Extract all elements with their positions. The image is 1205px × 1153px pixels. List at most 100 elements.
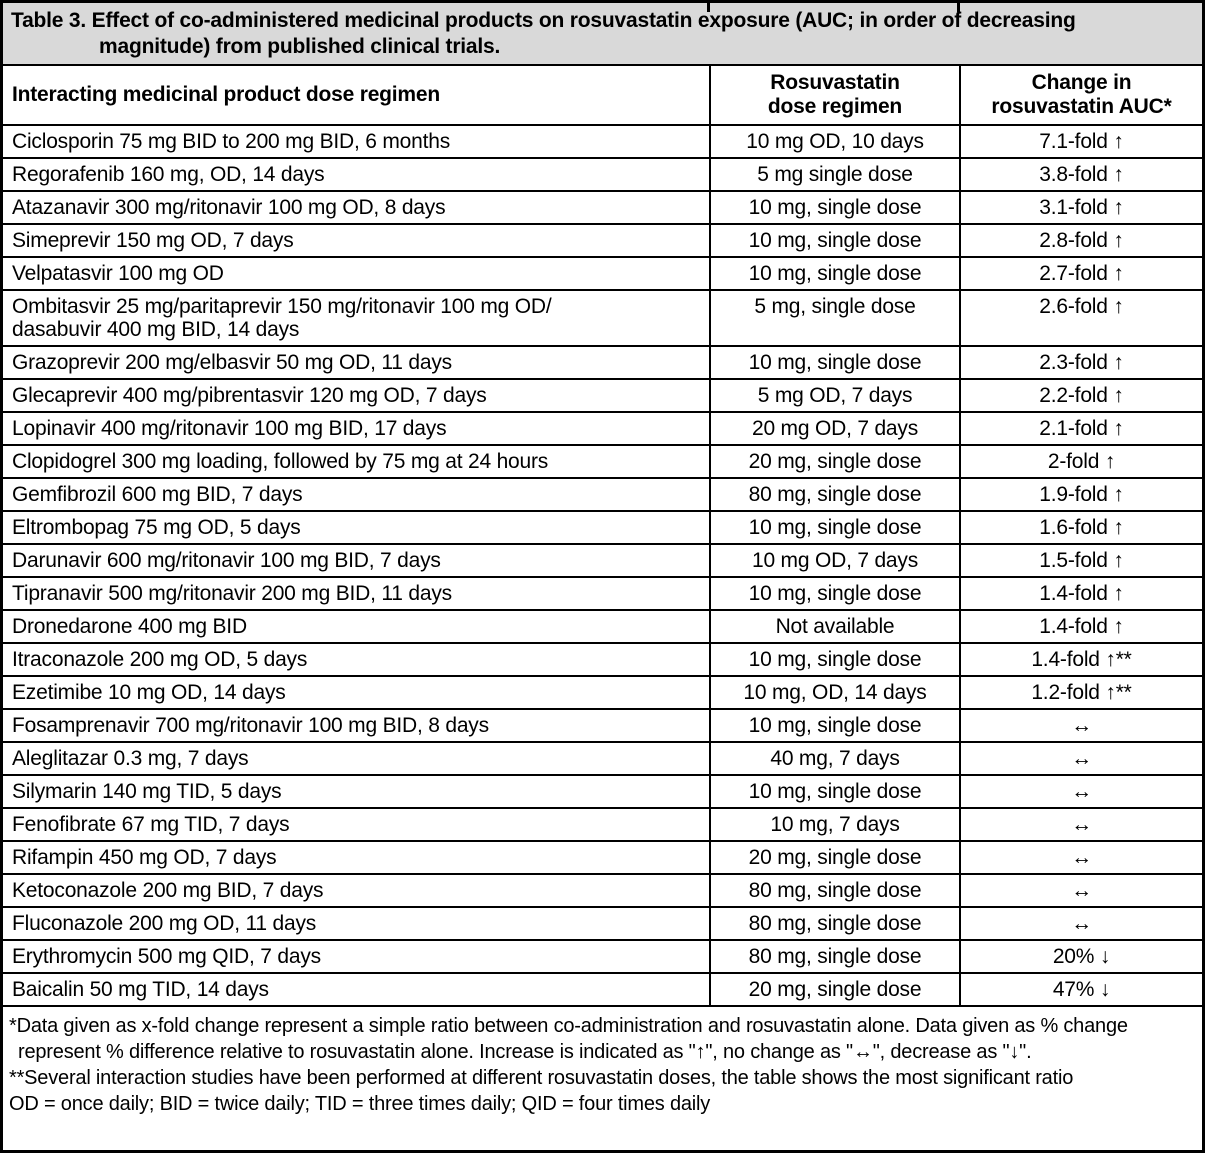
table-row: Erythromycin 500 mg QID, 7 days 80 mg, s… [3,939,1202,974]
cell-drug: Fenofibrate 67 mg TID, 7 days [3,807,711,842]
column-border-remnant-left [707,3,710,12]
cell-drug: Ezetimibe 10 mg OD, 14 days [3,675,711,710]
cell-drug: Baicalin 50 mg TID, 14 days [3,972,711,1006]
cell-drug: Ketoconazole 200 mg BID, 7 days [3,873,711,908]
cell-drug: Gemfibrozil 600 mg BID, 7 days [3,477,711,512]
cell-drug: Erythromycin 500 mg QID, 7 days [3,939,711,974]
cell-drug: Eltrombopag 75 mg OD, 5 days [3,510,711,545]
column-header-rosuvastatin-dose: Rosuvastatin dose regimen [709,65,961,126]
table-row: Dronedarone 400 mg BID Not available 1.4… [3,609,1202,644]
column-header-auc-change: Change in rosuvastatin AUC* [959,65,1202,126]
cell-change: ↔ [959,741,1202,776]
table-row: Ezetimibe 10 mg OD, 14 days 10 mg, OD, 1… [3,675,1202,710]
table-row: Glecaprevir 400 mg/pibrentasvir 120 mg O… [3,378,1202,413]
column-header-interacting-product: Interacting medicinal product dose regim… [3,65,711,126]
table-row: Itraconazole 200 mg OD, 5 days 10 mg, si… [3,642,1202,677]
cell-change: 1.5-fold ↑ [959,543,1202,578]
cell-dose: 10 mg, OD, 14 days [709,675,961,710]
cell-dose: 10 mg OD, 7 days [709,543,961,578]
cell-change: 3.8-fold ↑ [959,157,1202,192]
cell-dose: 5 mg OD, 7 days [709,378,961,413]
cell-change: 2-fold ↑ [959,444,1202,479]
cell-dose: 10 mg, single dose [709,708,961,743]
cell-dose: 10 mg, single dose [709,510,961,545]
cell-change: ↔ [959,774,1202,809]
table-row: Fosamprenavir 700 mg/ritonavir 100 mg BI… [3,708,1202,743]
table-row: Silymarin 140 mg TID, 5 days 10 mg, sing… [3,774,1202,809]
cell-drug: Itraconazole 200 mg OD, 5 days [3,642,711,677]
table-row: Simeprevir 150 mg OD, 7 days 10 mg, sing… [3,223,1202,258]
cell-dose: 40 mg, 7 days [709,741,961,776]
footnote-asterisk: *Data given as x-fold change represent a… [9,1015,1128,1063]
cell-dose: 5 mg, single dose [709,289,961,347]
cell-change: 2.1-fold ↑ [959,411,1202,446]
cell-dose: 80 mg, single dose [709,906,961,941]
cell-drug: Rifampin 450 mg OD, 7 days [3,840,711,875]
cell-drug: Fosamprenavir 700 mg/ritonavir 100 mg BI… [3,708,711,743]
table-row: Velpatasvir 100 mg OD 10 mg, single dose… [3,256,1202,291]
cell-change: 2.8-fold ↑ [959,223,1202,258]
cell-drug: Simeprevir 150 mg OD, 7 days [3,223,711,258]
cell-dose: 10 mg, single dose [709,576,961,611]
cell-change: 1.4-fold ↑ [959,609,1202,644]
cell-drug: Darunavir 600 mg/ritonavir 100 mg BID, 7… [3,543,711,578]
cell-drug: Ombitasvir 25 mg/paritaprevir 150 mg/rit… [3,289,711,347]
cell-drug: Fluconazole 200 mg OD, 11 days [3,906,711,941]
table-row: Ombitasvir 25 mg/paritaprevir 150 mg/rit… [3,289,1202,347]
footnote-abbreviations: OD = once daily; BID = twice daily; TID … [9,1093,711,1115]
cell-dose: 20 mg, single dose [709,444,961,479]
table-row: Gemfibrozil 600 mg BID, 7 days 80 mg, si… [3,477,1202,512]
cell-drug: Lopinavir 400 mg/ritonavir 100 mg BID, 1… [3,411,711,446]
cell-dose: 10 mg, single dose [709,190,961,225]
cell-dose: 10 mg, single dose [709,345,961,380]
table-row: Grazoprevir 200 mg/elbasvir 50 mg OD, 11… [3,345,1202,380]
cell-change: 1.6-fold ↑ [959,510,1202,545]
cell-change: 1.4-fold ↑ [959,576,1202,611]
table-row: Tipranavir 500 mg/ritonavir 200 mg BID, … [3,576,1202,611]
cell-change: 2.7-fold ↑ [959,256,1202,291]
cell-drug: Tipranavir 500 mg/ritonavir 200 mg BID, … [3,576,711,611]
cell-dose: 10 mg, single dose [709,642,961,677]
cell-drug: Grazoprevir 200 mg/elbasvir 50 mg OD, 11… [3,345,711,380]
cell-drug: Regorafenib 160 mg, OD, 14 days [3,157,711,192]
interaction-table: Interacting medicinal product dose regim… [3,65,1202,1006]
cell-change: 2.2-fold ↑ [959,378,1202,413]
table-row: Rifampin 450 mg OD, 7 days 20 mg, single… [3,840,1202,875]
cell-dose: Not available [709,609,961,644]
cell-dose: 5 mg single dose [709,157,961,192]
header-row: Interacting medicinal product dose regim… [3,65,1202,126]
cell-dose: 10 mg, single dose [709,256,961,291]
cell-drug: Clopidogrel 300 mg loading, followed by … [3,444,711,479]
cell-change: 20% ↓ [959,939,1202,974]
cell-drug: Silymarin 140 mg TID, 5 days [3,774,711,809]
cell-dose: 20 mg, single dose [709,840,961,875]
cell-drug: Velpatasvir 100 mg OD [3,256,711,291]
cell-drug: Glecaprevir 400 mg/pibrentasvir 120 mg O… [3,378,711,413]
cell-drug: Atazanavir 300 mg/ritonavir 100 mg OD, 8… [3,190,711,225]
column-border-remnant-right [957,3,960,12]
table-body: Ciclosporin 75 mg BID to 200 mg BID, 6 m… [3,124,1202,1006]
cell-change: ↔ [959,807,1202,842]
cell-dose: 80 mg, single dose [709,873,961,908]
table-row: Fenofibrate 67 mg TID, 7 days 10 mg, 7 d… [3,807,1202,842]
cell-dose: 10 mg OD, 10 days [709,124,961,159]
table-row: Ketoconazole 200 mg BID, 7 days 80 mg, s… [3,873,1202,908]
cell-change: 1.4-fold ↑** [959,642,1202,677]
table-row: Baicalin 50 mg TID, 14 days 20 mg, singl… [3,972,1202,1006]
cell-drug: Aleglitazar 0.3 mg, 7 days [3,741,711,776]
cell-dose: 10 mg, single dose [709,223,961,258]
table-row: Ciclosporin 75 mg BID to 200 mg BID, 6 m… [3,124,1202,159]
cell-change: ↔ [959,840,1202,875]
cell-change: 7.1-fold ↑ [959,124,1202,159]
table-row: Darunavir 600 mg/ritonavir 100 mg BID, 7… [3,543,1202,578]
table-row: Fluconazole 200 mg OD, 11 days 80 mg, si… [3,906,1202,941]
cell-change: 2.6-fold ↑ [959,289,1202,347]
cell-dose: 20 mg, single dose [709,972,961,1006]
cell-change: ↔ [959,906,1202,941]
cell-dose: 10 mg, 7 days [709,807,961,842]
table-row: Lopinavir 400 mg/ritonavir 100 mg BID, 1… [3,411,1202,446]
cell-dose: 10 mg, single dose [709,774,961,809]
cell-dose: 80 mg, single dose [709,939,961,974]
cell-change: 2.3-fold ↑ [959,345,1202,380]
